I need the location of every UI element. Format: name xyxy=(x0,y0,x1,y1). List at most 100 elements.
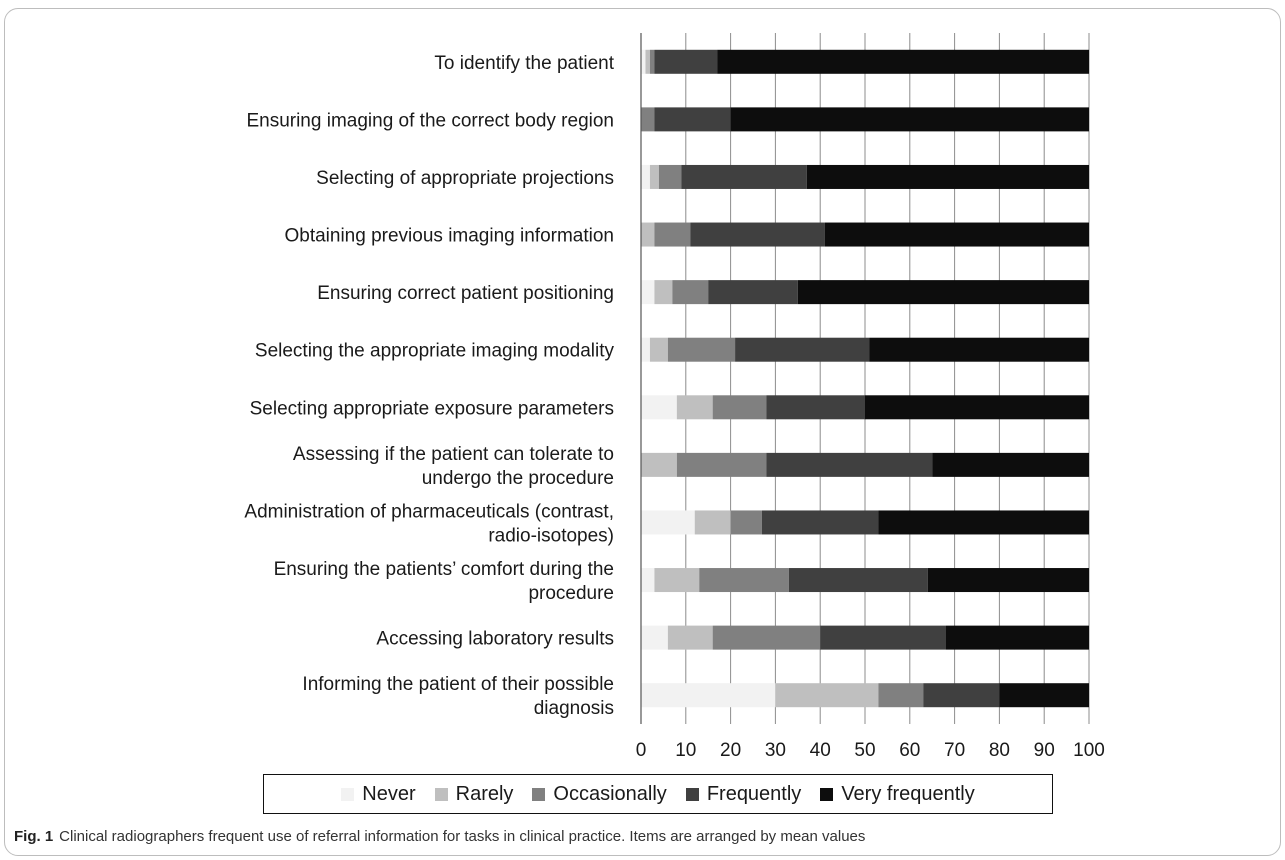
bar-segment-very-frequently xyxy=(869,337,1089,362)
bar-segment-frequently xyxy=(788,568,928,593)
bar-segment-frequently xyxy=(654,107,731,132)
bar-segment-rarely xyxy=(694,510,731,535)
bar-segment-occasionally xyxy=(676,452,767,477)
legend-label: Never xyxy=(362,782,416,805)
bar-segment-occasionally xyxy=(649,49,655,74)
category-label: Ensuring correct patient positioning xyxy=(317,283,614,304)
legend-item: Frequently xyxy=(685,782,802,806)
category-label: Informing the patient of their possible xyxy=(302,674,614,695)
x-tick-label: 0 xyxy=(636,740,647,761)
caption-label: Fig. 1 xyxy=(14,828,54,845)
bar-segment-occasionally xyxy=(712,625,821,650)
bar-segment-frequently xyxy=(735,337,870,362)
bar-segment-frequently xyxy=(761,510,879,535)
bar-segment-occasionally xyxy=(712,395,767,420)
bar-segment-very-frequently xyxy=(945,625,1089,650)
bar-segment-very-frequently xyxy=(999,683,1089,708)
gridlines xyxy=(685,33,1090,724)
bar-segment-frequently xyxy=(820,625,946,650)
bar-segment-very-frequently xyxy=(730,107,1089,132)
bar-segment-frequently xyxy=(708,280,798,305)
bar-segment-rarely xyxy=(667,625,713,650)
legend: Never Rarely Occasionally Frequently Very fr… xyxy=(263,774,1053,814)
bar-segment-very-frequently xyxy=(927,568,1089,593)
bar-segment-never xyxy=(641,280,655,305)
x-tick-label: 80 xyxy=(989,740,1010,761)
bar-segment-rarely xyxy=(641,222,655,247)
x-tick-label: 70 xyxy=(944,740,965,761)
x-tick-label: 10 xyxy=(675,740,696,761)
bar-segment-never xyxy=(641,49,646,74)
x-tick-labels: 0 10 20 30 40 50 60 70 80 90 100 xyxy=(636,740,1105,761)
bar-segment-occasionally xyxy=(672,280,709,305)
bar-segment-never xyxy=(641,625,668,650)
legend-swatch xyxy=(341,787,355,801)
x-tick-label: 90 xyxy=(1034,740,1055,761)
category-label: diagnosis xyxy=(534,698,614,719)
legend-label: Very frequently xyxy=(841,782,975,805)
x-tick-label: 50 xyxy=(854,740,875,761)
legend-swatch xyxy=(685,787,699,801)
bar-segment-rarely xyxy=(645,49,650,74)
bar-segment-frequently xyxy=(654,49,718,74)
legend-item: Occasionally xyxy=(532,782,667,806)
bar-segment-occasionally xyxy=(658,164,682,189)
category-label: Selecting the appropriate imaging modali… xyxy=(255,341,615,362)
bar-segment-rarely xyxy=(649,164,659,189)
category-labels: To identify the patient Ensuring imaging … xyxy=(244,53,614,719)
caption-text: Clinical radiographers frequent use of r… xyxy=(59,828,866,845)
bar-segment-never xyxy=(641,568,655,593)
bar-segment-occasionally xyxy=(730,510,762,535)
category-label: Assessing if the patient can tolerate to xyxy=(293,444,614,465)
bar-segment-never xyxy=(641,164,650,189)
category-label: radio-isotopes) xyxy=(488,525,614,546)
bar-segment-very-frequently xyxy=(717,49,1089,74)
bars xyxy=(641,49,1089,708)
bar-segment-very-frequently xyxy=(878,510,1089,535)
x-tick-label: 30 xyxy=(765,740,786,761)
legend-label: Frequently xyxy=(706,782,802,805)
legend-label: Occasionally xyxy=(553,782,667,805)
bar-segment-rarely xyxy=(641,452,677,477)
figure-caption: Fig. 1 Clinical radiographers frequent us… xyxy=(14,828,865,845)
legend-item: Rarely xyxy=(434,782,514,806)
x-tick-label: 40 xyxy=(810,740,831,761)
figure-frame xyxy=(4,8,1281,856)
bar-segment-never xyxy=(641,395,677,420)
bar-segment-frequently xyxy=(766,452,933,477)
category-label: Selecting appropriate exposure parameter… xyxy=(250,398,614,419)
legend-item: Very frequently xyxy=(820,782,975,806)
bar-segment-occasionally xyxy=(667,337,736,362)
bar-segment-occasionally xyxy=(699,568,789,593)
x-tick-label: 20 xyxy=(720,740,741,761)
bar-segment-very-frequently xyxy=(932,452,1089,477)
category-label: Ensuring the patients’ comfort during th… xyxy=(274,559,614,580)
category-label: To identify the patient xyxy=(434,53,614,74)
legend-item: Never xyxy=(341,782,416,806)
bar-segment-very-frequently xyxy=(806,164,1089,189)
bar-segment-rarely xyxy=(676,395,713,420)
bar-segment-rarely xyxy=(649,337,668,362)
bar-segment-frequently xyxy=(681,164,807,189)
legend-label: Rarely xyxy=(455,782,514,805)
bar-segment-frequently xyxy=(923,683,1000,708)
bar-segment-very-frequently xyxy=(865,395,1089,420)
legend-swatch xyxy=(532,787,546,801)
category-label: procedure xyxy=(528,583,614,604)
bar-segment-rarely xyxy=(654,568,700,593)
x-tick-label: 100 xyxy=(1073,740,1105,761)
bar-segment-occasionally xyxy=(878,683,924,708)
bar-segment-frequently xyxy=(690,222,825,247)
bar-segment-never xyxy=(641,683,776,708)
bar-segment-rarely xyxy=(775,683,879,708)
bar-segment-occasionally xyxy=(654,222,691,247)
bar-segment-very-frequently xyxy=(797,280,1089,305)
category-label: Administration of pharmaceuticals (contr… xyxy=(244,501,614,522)
category-label: Ensuring imaging of the correct body reg… xyxy=(246,110,614,131)
legend-swatch xyxy=(434,787,448,801)
category-label: Obtaining previous imaging information xyxy=(284,226,614,247)
bar-segment-never xyxy=(641,510,695,535)
bar-segment-frequently xyxy=(766,395,865,420)
category-label: Selecting of appropriate projections xyxy=(316,168,614,189)
